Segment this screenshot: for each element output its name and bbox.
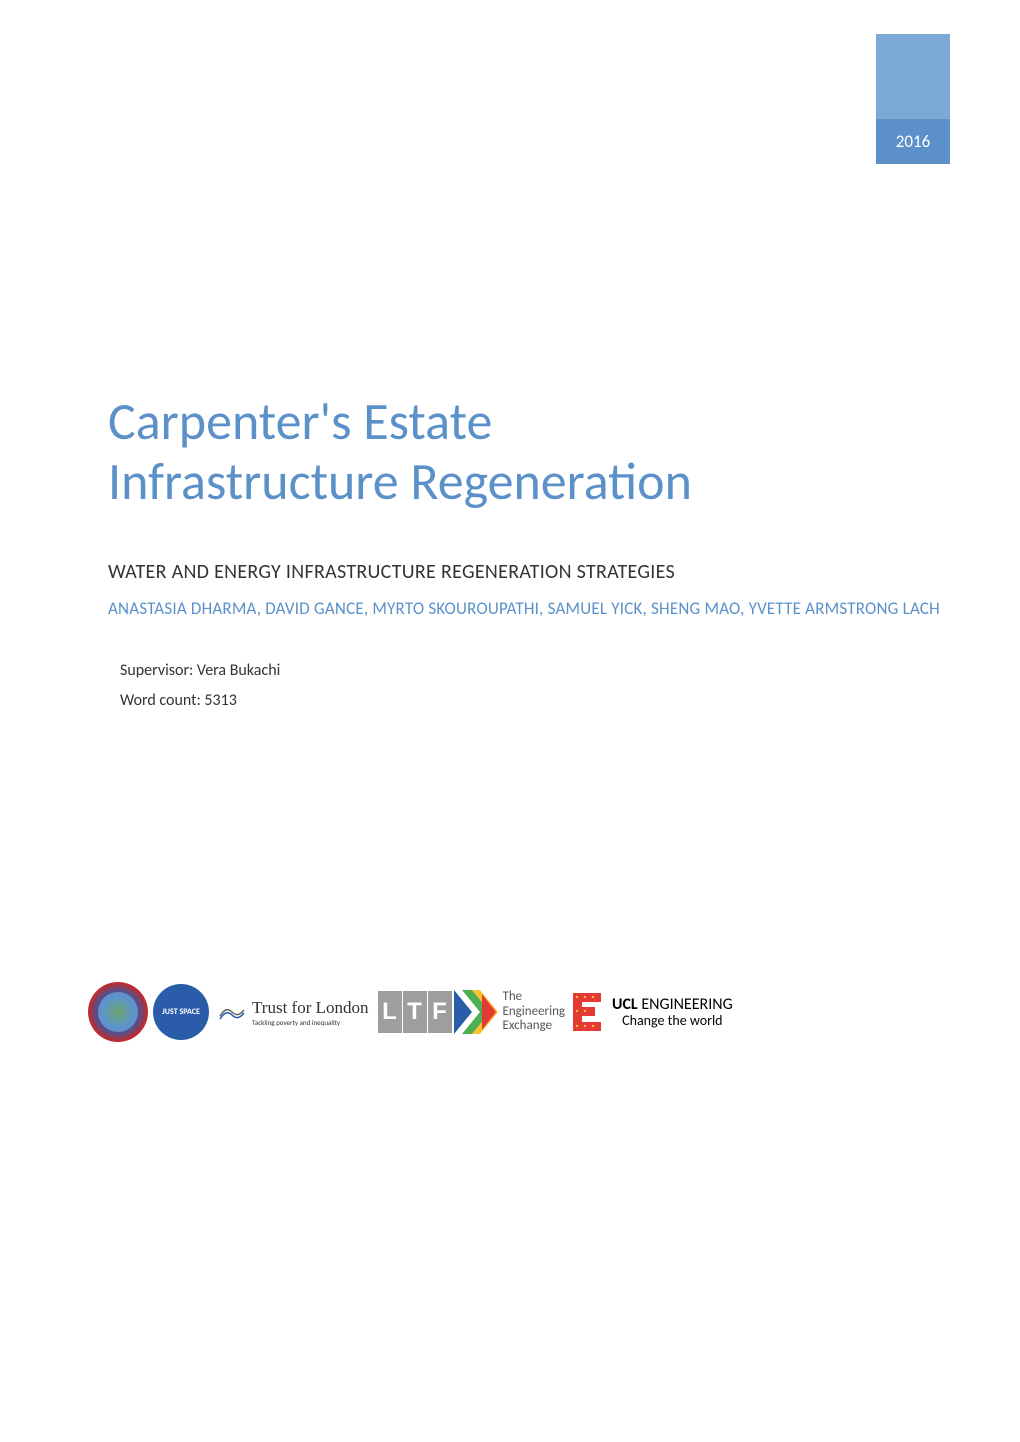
trust-text-block: Trust for London Tackling poverty and in… (252, 998, 369, 1027)
engex-line-2: Engineering (503, 1005, 566, 1020)
trust-wave-icon (218, 1002, 246, 1022)
ltf-letter-f: F (428, 991, 452, 1033)
authors: ANASTASIA DHARMA, DAVID GANCE, MYRTO SKO… (108, 598, 940, 621)
trust-name: Trust for London (252, 998, 369, 1018)
logo-just-space: JUST SPACE (153, 984, 209, 1040)
title-line-2: Infrastructure Regeneration (108, 449, 692, 513)
logo-greater-carpenters (88, 982, 148, 1042)
logo-trust-for-london: Trust for London Tackling poverty and in… (214, 998, 373, 1027)
ltf-arrow-icon (454, 990, 498, 1034)
engex-e-icon (569, 991, 607, 1033)
year-banner-top-block (876, 34, 950, 119)
title-line-1: Carpenter's Estate (108, 389, 492, 453)
ucl-tagline: Change the world (622, 1013, 722, 1028)
ucl-word: ENGINEERING (641, 995, 732, 1014)
ltf-letter-t: T (403, 991, 427, 1033)
just-space-label: JUST SPACE (162, 1008, 200, 1016)
ltf-letters: L T F (378, 991, 452, 1033)
logo-ltf: L T F (378, 990, 498, 1034)
ltf-letter-l: L (378, 991, 402, 1033)
trust-tagline: Tackling poverty and inequality (252, 1018, 369, 1027)
logo-ucl-engineering: UCL ENGINEERING Change the world (612, 996, 733, 1029)
main-title: Carpenter's Estate Infrastructure Regene… (108, 392, 940, 512)
logo-engineering-exchange: The Engineering Exchange (503, 990, 608, 1035)
supervisor-line: Supervisor: Vera Bukachi (108, 661, 940, 680)
just-space-icon: JUST SPACE (153, 984, 209, 1040)
engex-line-1: The (503, 990, 566, 1005)
document-content: Carpenter's Estate Infrastructure Regene… (108, 392, 940, 710)
word-count-line: Word count: 5313 (108, 691, 940, 710)
engex-text-block: The Engineering Exchange (503, 990, 566, 1035)
greater-carpenters-icon (88, 982, 148, 1042)
year-banner-year: 2016 (876, 119, 950, 164)
year-banner: 2016 (876, 34, 950, 164)
subtitle: WATER AND ENERGY INFRASTRUCTURE REGENERA… (108, 560, 940, 584)
ucl-brand: UCL (612, 995, 638, 1014)
engex-line-3: Exchange (503, 1019, 566, 1034)
ucl-top-line: UCL ENGINEERING (612, 996, 733, 1014)
partner-logos-row: JUST SPACE Trust for London Tackling pov… (88, 982, 932, 1042)
